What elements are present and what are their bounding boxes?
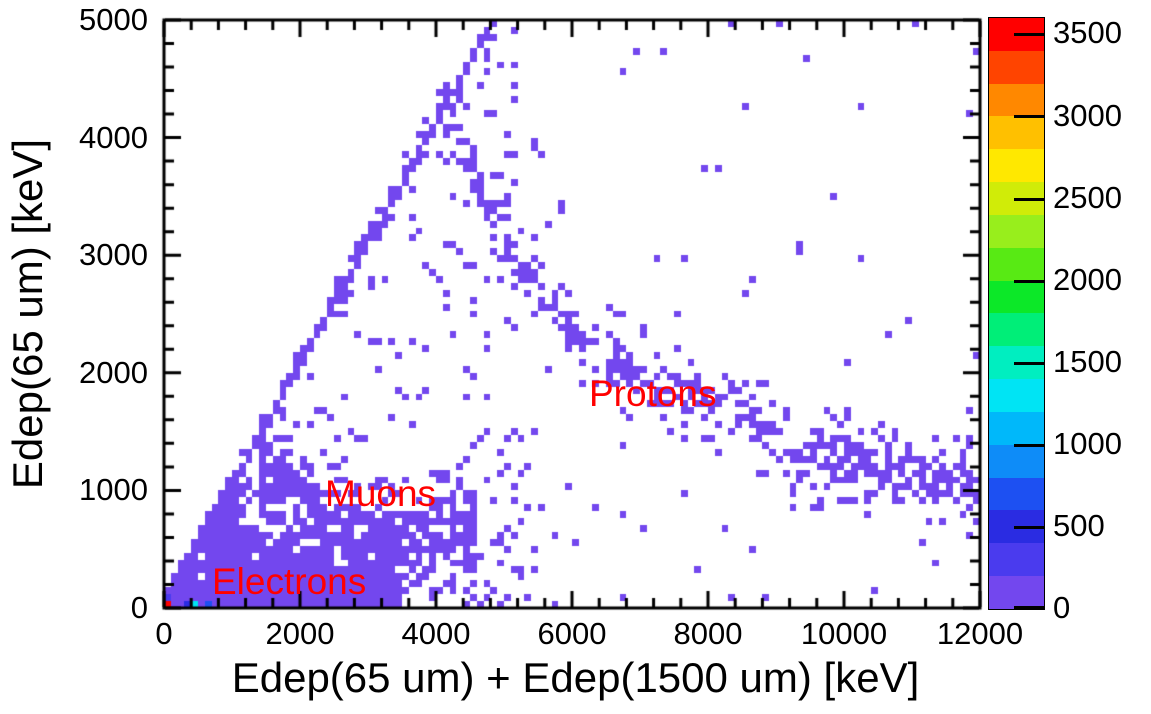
z-tick-label: 1500 xyxy=(1053,344,1122,379)
palette-band xyxy=(989,50,1044,84)
y-tick-label: 2000 xyxy=(79,355,148,390)
y-axis-title: Edep(65 um) [keV] xyxy=(4,138,51,490)
palette-band xyxy=(989,543,1044,577)
palette-tick xyxy=(1014,606,1044,609)
palette-tick xyxy=(1014,198,1044,201)
z-tick-label: 3500 xyxy=(1053,15,1122,50)
y-tick-label: 5000 xyxy=(79,2,148,37)
y-tick-label: 1000 xyxy=(79,472,148,507)
z-tick-label: 2500 xyxy=(1053,180,1122,215)
x-tick-label: 0 xyxy=(155,616,173,651)
x-tick-label: 8000 xyxy=(673,616,743,651)
palette-band xyxy=(989,280,1044,314)
x-axis-title: Edep(65 um) + Edep(1500 um) [keV] xyxy=(231,654,920,701)
x-tick-label: 2000 xyxy=(265,616,335,651)
palette-band xyxy=(989,116,1044,150)
palette-band xyxy=(989,411,1044,445)
palette-tick xyxy=(1014,362,1044,365)
annotation-muons: Muons xyxy=(325,473,437,514)
x-tick-label: 4000 xyxy=(401,616,471,651)
y-tick-label: 4000 xyxy=(79,120,148,155)
palette-band xyxy=(989,477,1044,511)
palette-band xyxy=(989,214,1044,248)
z-tick-label: 3000 xyxy=(1053,98,1122,133)
z-tick-label: 500 xyxy=(1053,508,1105,543)
palette-band xyxy=(989,379,1044,412)
y-tick-label: 0 xyxy=(130,590,148,625)
x-tick-label: 10000 xyxy=(800,616,888,651)
palette-band xyxy=(989,83,1044,117)
annotation-protons: Protons xyxy=(589,373,717,414)
palette-band xyxy=(989,149,1044,183)
palette-band xyxy=(989,247,1044,281)
x-tick-label: 6000 xyxy=(537,616,607,651)
palette-band xyxy=(989,313,1044,347)
z-tick-label: 0 xyxy=(1053,590,1071,625)
color-scale-bar xyxy=(988,17,1045,610)
palette-tick xyxy=(1014,280,1044,283)
y-tick-label: 3000 xyxy=(79,237,148,272)
annotation-electrons: Electrons xyxy=(212,561,367,602)
z-tick-label: 2000 xyxy=(1053,262,1122,297)
x-tick-label: 12000 xyxy=(936,616,1024,651)
palette-tick xyxy=(1014,444,1044,447)
palette-tick xyxy=(1014,115,1044,118)
palette-tick xyxy=(1014,526,1044,529)
z-tick-label: 1000 xyxy=(1053,426,1122,461)
palette-tick xyxy=(1014,33,1044,36)
palette-band xyxy=(989,576,1044,609)
palette-band xyxy=(989,444,1044,478)
